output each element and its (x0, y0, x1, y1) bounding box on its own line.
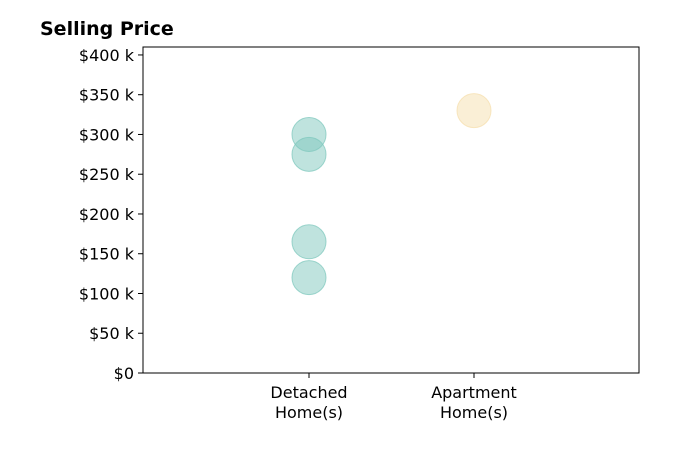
y-tick-label: $200 k (79, 205, 135, 224)
x-axis: Detached Home(s) Apartment Home(s) (270, 373, 517, 422)
y-tick-label: $350 k (79, 86, 135, 105)
y-tick-label: $300 k (79, 125, 135, 144)
data-point (291, 224, 327, 260)
chart-title: Selling Price (40, 18, 174, 40)
y-tick-label: $150 k (79, 245, 135, 264)
data-point (456, 93, 492, 129)
y-tick-label: $50 k (89, 324, 135, 343)
plot-frame (142, 46, 640, 374)
y-tick-label: $250 k (79, 165, 135, 184)
y-tick-label: $0 (114, 364, 134, 383)
y-tick-label: $400 k (79, 46, 135, 65)
y-axis: $0 $50 k $100 k $150 k $200 k $250 k $300 k $35… (79, 46, 143, 383)
x-category-label: Detached Home(s) (270, 383, 347, 422)
y-tick-label: $100 k (79, 284, 135, 303)
data-points (291, 93, 492, 296)
x-category-label: Apartment Home(s) (431, 383, 517, 422)
data-point (291, 136, 327, 172)
data-point (291, 260, 327, 296)
